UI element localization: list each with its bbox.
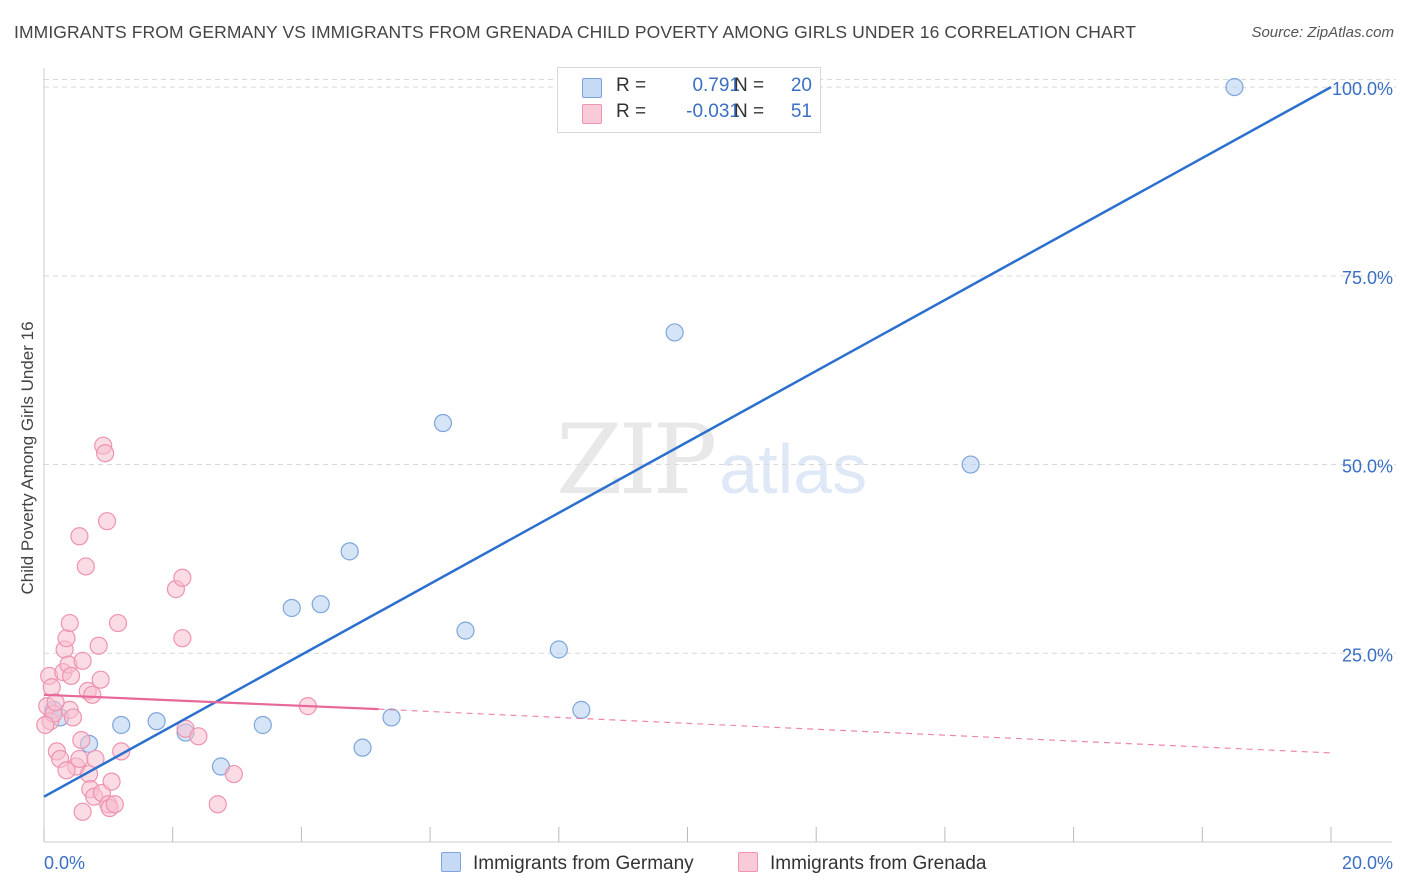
legend-n-value: 51 (790, 101, 812, 122)
y-tick-label: 50.0% (1342, 457, 1393, 477)
grenada-point (91, 670, 110, 689)
chart-title: IMMIGRANTS FROM GERMANY VS IMMIGRANTS FR… (14, 22, 1137, 42)
germany-trend-line (43, 86, 1332, 798)
grenada-point (97, 512, 117, 531)
grenada-point (72, 730, 91, 750)
grenada-point (108, 613, 128, 633)
source-credit: Source: ZipAtlas.com (1251, 24, 1394, 41)
grenada-point (76, 557, 95, 576)
grenada-point (89, 636, 108, 655)
legend-r-label: R = (616, 101, 647, 122)
grenada-point (224, 764, 243, 784)
legend-n-value: 20 (790, 75, 812, 96)
grenada-point (61, 666, 81, 686)
tick-label-layer: 25.0% 50.0% 75.0% 100.0% 0.0% 20.0% (44, 79, 1393, 873)
germany-point (282, 598, 301, 618)
grenada-point (102, 772, 121, 791)
germany-point (112, 715, 131, 735)
legend-r-label: R = (616, 75, 647, 96)
germany-point (433, 413, 453, 433)
grenada-point (189, 727, 208, 746)
y-tick-label: 25.0% (1342, 645, 1393, 665)
grenada-point (105, 795, 124, 814)
germany-point (253, 715, 272, 735)
germany-point (456, 621, 475, 640)
germany-point (147, 712, 166, 731)
germany-point (572, 700, 591, 719)
correlation-legend: R = 0.791 N = 20 R = -0.031 N = 51 (557, 67, 821, 133)
germany-point (665, 323, 684, 342)
germany-point (353, 738, 372, 757)
germany-points (44, 77, 1244, 776)
grenada-point (96, 444, 115, 463)
legend-n-label: N = (734, 75, 765, 96)
y-tick-label: 75.0% (1342, 268, 1393, 288)
grenada-trend-line (43, 693, 379, 711)
grenada-point (46, 693, 65, 712)
legend-r-value: 0.791 (692, 75, 740, 96)
grenada-point (36, 715, 55, 735)
legend-swatch-grenada (582, 104, 602, 124)
grenada-point (73, 651, 92, 670)
germany-point (311, 595, 330, 614)
trend-layer (43, 86, 1332, 798)
grenada-point (73, 802, 92, 821)
grenada-point (42, 678, 61, 697)
grenada-point (173, 629, 192, 648)
legend-swatch-germany (582, 78, 602, 98)
grenada-point (173, 568, 192, 587)
axis-layer (43, 68, 1392, 843)
legend-n-label: N = (734, 101, 765, 122)
bottom-legend-label-grenada: Immigrants from Grenada (770, 853, 987, 874)
bottom-legend-label-germany: Immigrants from Germany (473, 853, 694, 874)
grenada-point (70, 527, 89, 546)
y-axis-label: Child Poverty Among Girls Under 16 (18, 321, 37, 595)
grenada-point (83, 685, 102, 704)
grenada-point (63, 708, 83, 727)
bottom-legend-grenada: Immigrants from Grenada (738, 852, 986, 875)
germany-point (549, 640, 568, 659)
bottom-legend-swatch-germany (441, 852, 461, 872)
grid-layer (44, 79, 1396, 654)
y-tick-label: 100.0% (1332, 79, 1393, 99)
grenada-points (36, 436, 317, 821)
grenada-trend-extension (378, 708, 1332, 754)
germany-point (340, 542, 359, 561)
bottom-legend-swatch-grenada (738, 852, 758, 872)
grenada-point (57, 761, 76, 780)
x-tick-label: 0.0% (44, 853, 85, 873)
x-tick-label: 20.0% (1342, 853, 1393, 873)
germany-point (961, 455, 980, 474)
legend-r-value: -0.031 (686, 101, 740, 122)
grenada-point (57, 629, 76, 648)
bottom-legend-germany: Immigrants from Germany (441, 852, 694, 875)
grenada-point (60, 613, 79, 633)
grenada-point (208, 795, 227, 814)
germany-point (1225, 77, 1244, 97)
germany-point (382, 708, 401, 727)
